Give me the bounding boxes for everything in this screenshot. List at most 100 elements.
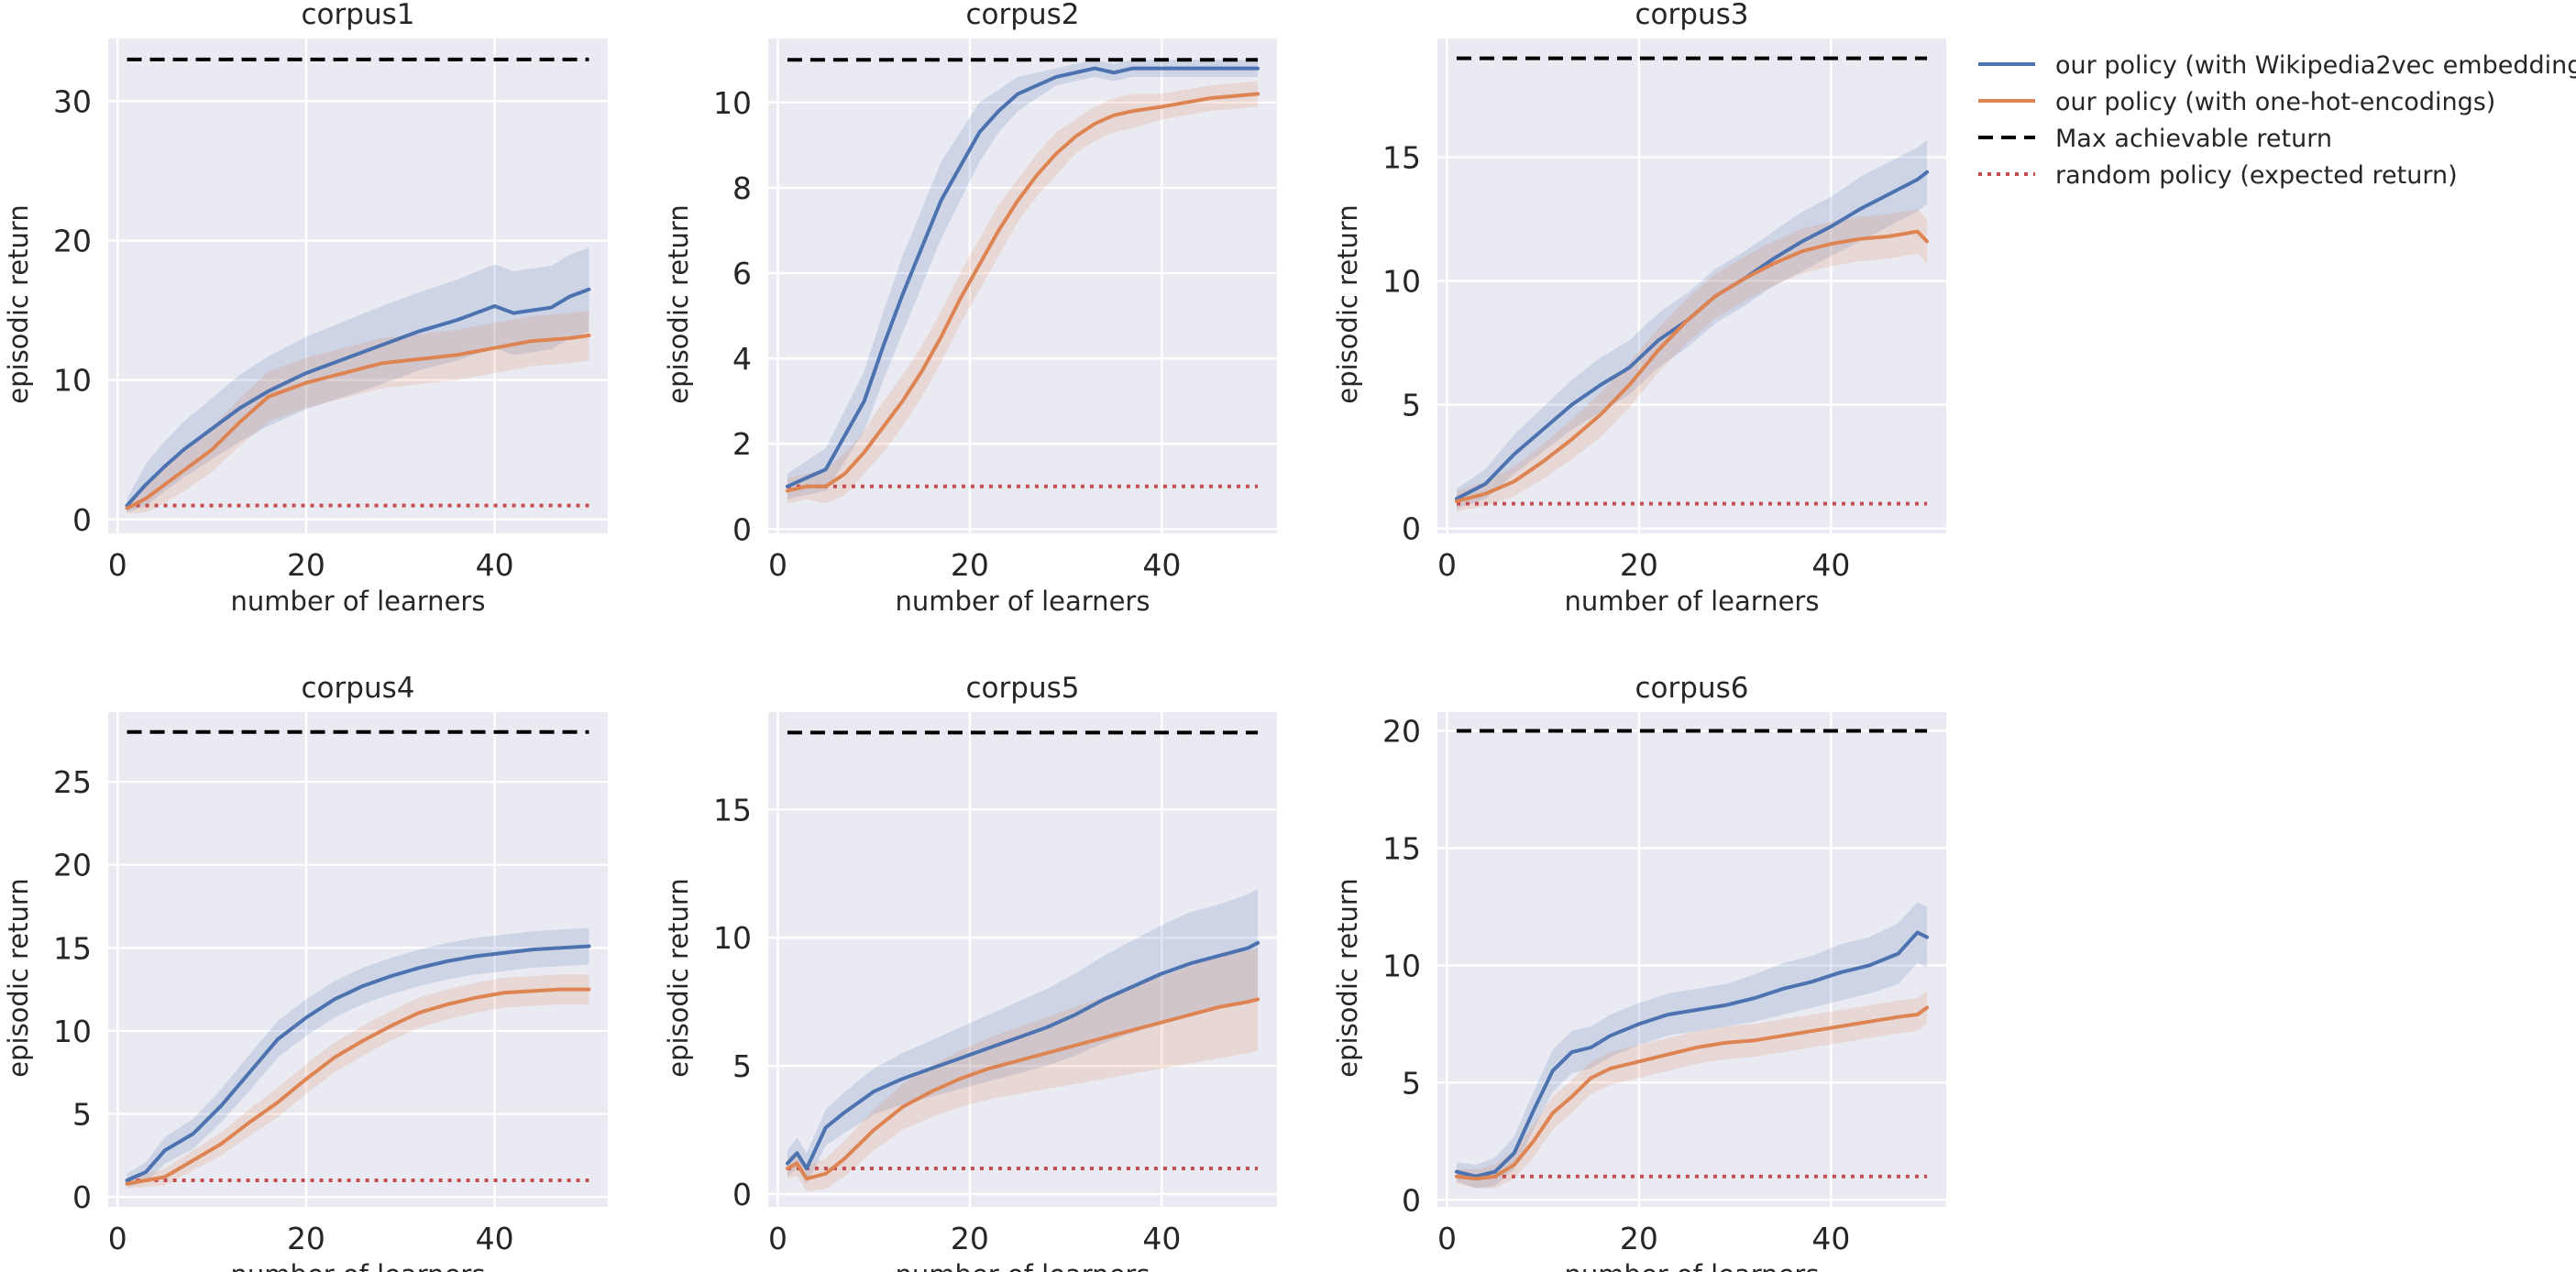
x-tick-label: 40 xyxy=(1811,547,1850,583)
confidence-band-onehot xyxy=(127,974,589,1190)
y-axis-label: episodic return xyxy=(663,204,694,403)
series-line-onehot xyxy=(785,997,1260,1181)
y-tick-label: 0 xyxy=(1402,511,1421,547)
x-tick-label: 0 xyxy=(108,547,127,583)
chart-panel-2: 0 20 40 0 2 4 6 8 10 corpus2 number of learners epi… xyxy=(663,0,1277,617)
x-tick-label: 20 xyxy=(1620,1221,1658,1256)
x-tick-label: 20 xyxy=(951,1221,989,1256)
x-axis-label: number of learners xyxy=(231,1259,486,1272)
y-tick-label: 0 xyxy=(72,1179,92,1215)
x-axis-label: number of learners xyxy=(896,586,1150,617)
confidence-band-wiki xyxy=(1456,139,1928,509)
x-tick-label: 20 xyxy=(1620,547,1658,583)
legend-label-max: Max achievable return xyxy=(2055,125,2332,153)
y-tick-label: 20 xyxy=(53,848,92,883)
y-tick-label: 5 xyxy=(1402,388,1421,423)
y-axis-label: episodic return xyxy=(1332,878,1363,1077)
x-tick-label: 20 xyxy=(951,547,989,583)
y-tick-label: 30 xyxy=(53,83,92,119)
x-axis-label: number of learners xyxy=(1565,1259,1820,1272)
panel-title: corpus4 xyxy=(302,672,415,705)
panel-title: corpus5 xyxy=(966,672,1080,705)
y-tick-label: 5 xyxy=(72,1097,92,1133)
series-line-wiki xyxy=(125,944,591,1183)
x-tick-label: 0 xyxy=(1437,547,1457,583)
confidence-band-onehot xyxy=(1456,991,1928,1189)
y-tick-label: 6 xyxy=(732,256,752,291)
series-line-onehot xyxy=(1454,1005,1930,1181)
y-axis-label: episodic return xyxy=(3,204,34,403)
legend-label-wiki: our policy (with Wikipedia2vec embedding… xyxy=(2055,51,2576,80)
plot-area xyxy=(1437,38,1946,533)
y-tick-label: 10 xyxy=(53,1014,92,1049)
y-tick-label: 15 xyxy=(713,792,752,828)
series-line-onehot xyxy=(1454,229,1930,503)
chart-panel-1: 0 20 40 0 10 20 30 corpus1 number of learners epi… xyxy=(3,0,608,617)
x-axis-label: number of learners xyxy=(896,1259,1150,1272)
series-line-wiki xyxy=(1454,930,1930,1179)
y-axis-label: episodic return xyxy=(1332,204,1363,403)
y-tick-label: 5 xyxy=(732,1048,752,1084)
x-axis-label: number of learners xyxy=(231,586,486,617)
y-tick-label: 15 xyxy=(53,930,92,966)
plot-area xyxy=(1437,712,1946,1207)
chart-panel-6: 0 20 40 0 5 10 15 20 corpus6 number of learners ep… xyxy=(1332,672,1946,1272)
series-line-wiki xyxy=(785,940,1260,1171)
x-tick-label: 40 xyxy=(1811,1221,1850,1256)
series-line-wiki xyxy=(125,287,591,508)
chart-panel-3: 0 20 40 0 5 10 15 corpus3 number of learners epis… xyxy=(1332,0,1946,617)
confidence-band-wiki xyxy=(127,927,589,1188)
legend: our policy (with Wikipedia2vec embedding… xyxy=(1978,51,2576,190)
y-tick-label: 20 xyxy=(53,224,92,259)
panel-title: corpus3 xyxy=(1635,0,1749,31)
y-tick-label: 10 xyxy=(713,920,752,956)
panel-title: corpus6 xyxy=(1635,672,1749,705)
y-tick-label: 0 xyxy=(732,1177,752,1212)
y-tick-label: 20 xyxy=(1382,713,1421,749)
x-tick-label: 0 xyxy=(768,547,787,583)
y-axis-label: episodic return xyxy=(663,878,694,1077)
confidence-band-onehot xyxy=(787,948,1259,1192)
y-tick-label: 10 xyxy=(1382,264,1421,300)
x-tick-label: 40 xyxy=(476,547,514,583)
series-line-wiki xyxy=(785,66,1260,488)
y-tick-label: 10 xyxy=(713,85,752,121)
x-tick-label: 40 xyxy=(1142,547,1181,583)
y-tick-label: 10 xyxy=(53,363,92,399)
legend-label-random: random policy (expected return) xyxy=(2055,161,2458,190)
chart-panel-5: 0 20 40 0 5 10 15 corpus5 number of learners epis… xyxy=(663,672,1277,1272)
legend-label-onehot: our policy (with one-hot-encodings) xyxy=(2055,88,2495,116)
y-tick-label: 0 xyxy=(732,511,752,547)
series-line-onehot xyxy=(125,334,591,510)
x-tick-label: 0 xyxy=(1437,1221,1457,1256)
y-tick-label: 0 xyxy=(72,502,92,538)
x-tick-label: 40 xyxy=(1142,1221,1181,1256)
y-tick-label: 0 xyxy=(1402,1182,1421,1218)
chart-panel-4: 0 20 40 0 5 10 15 20 25 corpus4 number of learners… xyxy=(3,672,608,1272)
y-tick-label: 15 xyxy=(1382,830,1421,866)
series-line-onehot xyxy=(125,987,591,1186)
y-tick-label: 4 xyxy=(732,341,752,377)
plot-area xyxy=(108,38,608,533)
x-tick-label: 0 xyxy=(108,1221,127,1256)
x-tick-label: 40 xyxy=(476,1221,514,1256)
x-axis-label: number of learners xyxy=(1565,586,1820,617)
confidence-band-wiki xyxy=(1456,902,1928,1189)
y-tick-label: 2 xyxy=(732,426,752,462)
x-tick-label: 20 xyxy=(287,547,325,583)
y-tick-label: 5 xyxy=(1402,1065,1421,1101)
panel-title: corpus1 xyxy=(302,0,415,31)
confidence-band-onehot xyxy=(127,310,589,514)
x-tick-label: 20 xyxy=(287,1221,325,1256)
plot-area xyxy=(768,712,1277,1207)
y-tick-label: 10 xyxy=(1382,948,1421,983)
series-line-onehot xyxy=(785,92,1260,493)
plot-area xyxy=(768,38,1277,533)
plot-area xyxy=(108,712,608,1207)
y-tick-label: 8 xyxy=(732,170,752,206)
y-axis-label: episodic return xyxy=(3,878,34,1077)
x-tick-label: 0 xyxy=(768,1221,787,1256)
y-tick-label: 15 xyxy=(1382,140,1421,176)
